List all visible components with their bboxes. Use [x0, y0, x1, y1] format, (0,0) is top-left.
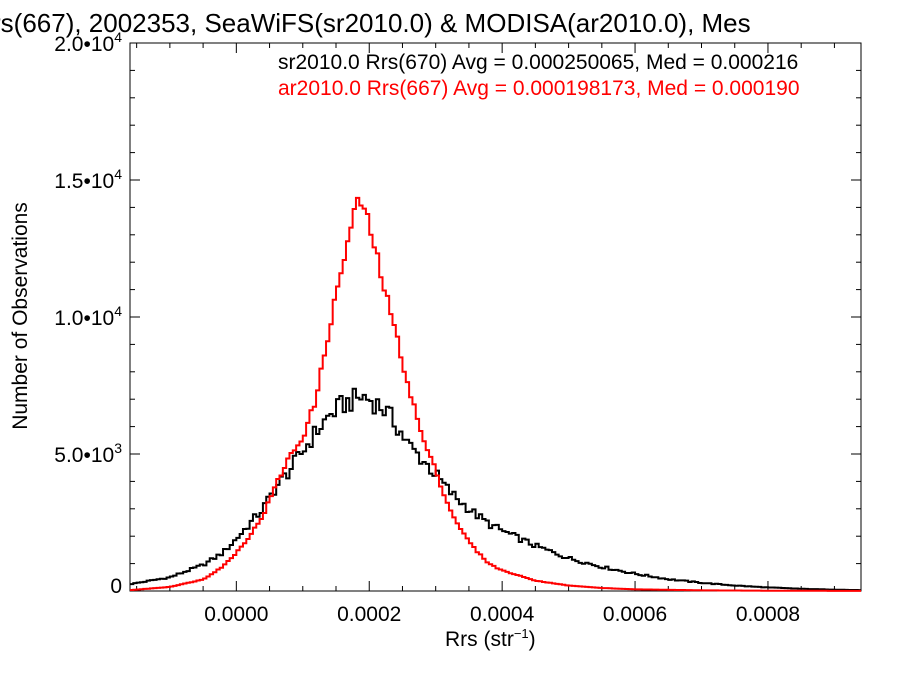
series-line-ar2010: [130, 196, 861, 592]
x-tick-labels: 0.0000 0.0002 0.0004 0.0006 0.0008: [204, 603, 800, 626]
plot-frame: [129, 42, 862, 592]
x-tick-label: 0.0004: [470, 603, 535, 626]
chart-title: rs(667), 2002353, SeaWiFS(sr2010.0) & MO…: [0, 8, 751, 38]
y-tick-label-exp: 4: [114, 166, 122, 182]
x-tick-label: 0.0000: [204, 603, 268, 626]
y-tick-label-exp: 4: [114, 303, 122, 319]
y-tick-label: 1.5•104: [54, 166, 122, 193]
x-axis-label-close: ): [529, 628, 536, 651]
legend-entry-black: sr2010.0 Rrs(670) Avg = 0.000250065, Med…: [278, 51, 798, 74]
series-layer: [130, 196, 861, 592]
legend-entry-red: ar2010.0 Rrs(667) Avg = 0.000198173, Med…: [278, 77, 800, 100]
y-tick-label-exp: 3: [114, 440, 122, 456]
x-tick-label: 0.0002: [337, 603, 401, 626]
y-tick-label: 5.0•103: [54, 440, 122, 467]
x-tick-label: 0.0006: [603, 603, 667, 626]
series-line-sr2010: [130, 387, 861, 592]
y-tick-label-base: 1.5•10: [54, 170, 114, 193]
y-tick-label-base: 0: [110, 575, 122, 598]
y-tick-label-base: 2.0•10: [54, 33, 114, 56]
y-tick-label-base: 5.0•10: [54, 444, 114, 467]
y-tick-label: 2.0•104: [54, 29, 122, 56]
y-tick-label-exp: 4: [114, 29, 122, 45]
axis-ticks: [130, 42, 861, 592]
y-tick-label: 1.0•104: [54, 303, 122, 330]
x-axis-label-sup: −1: [514, 626, 529, 641]
x-axis-label-main: Rrs (str: [445, 628, 514, 651]
y-tick-label: 0: [110, 575, 122, 598]
y-tick-label-base: 1.0•10: [54, 307, 114, 330]
x-axis-label: Rrs (str−1): [445, 626, 536, 651]
x-tick-label: 0.0008: [736, 603, 800, 626]
y-axis-label: Number of Observations: [9, 202, 32, 430]
